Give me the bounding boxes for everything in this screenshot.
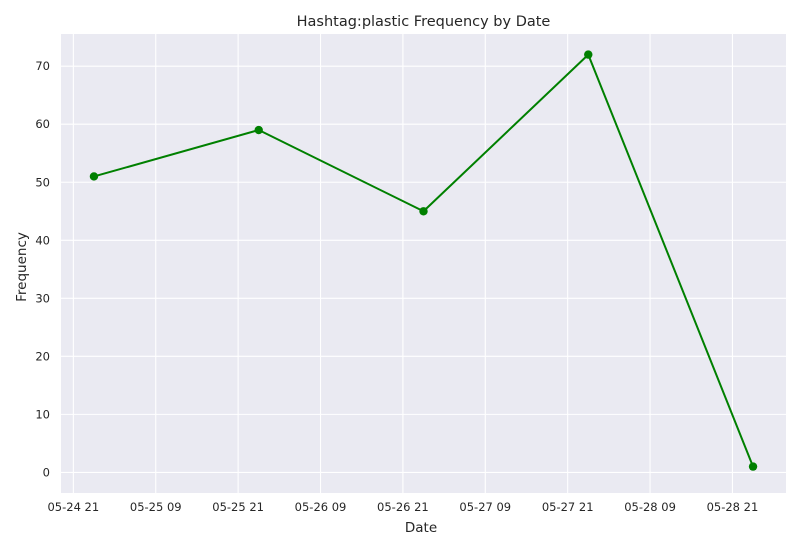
y-tick-label: 60	[35, 117, 50, 131]
x-tick-label: 05-27 21	[542, 500, 594, 514]
y-axis-label: Frequency	[14, 232, 30, 302]
y-tick-label: 0	[43, 465, 50, 479]
series-layer	[89, 50, 758, 471]
data-point	[254, 125, 263, 135]
data-point	[419, 207, 428, 216]
x-axis-label: Date	[405, 520, 437, 536]
y-tick-label: 40	[35, 233, 50, 247]
y-tick-label: 70	[35, 59, 50, 73]
x-tick-label: 05-24 21	[47, 500, 99, 514]
grid	[61, 34, 786, 493]
data-point	[89, 172, 99, 181]
tick-labels: 05-24 21 05-25 09 05-25 21 05-26 09 05-26 21…	[35, 59, 758, 514]
plot-area	[61, 34, 786, 493]
x-tick-label: 05-26 21	[377, 500, 429, 514]
y-tick-label: 10	[35, 407, 50, 421]
x-tick-label: 05-26 09	[295, 500, 347, 514]
x-tick-label: 05-27 09	[459, 500, 511, 514]
y-tick-label: 30	[35, 291, 50, 305]
data-point	[584, 50, 593, 59]
x-tick-label: 05-28 09	[624, 500, 676, 514]
x-tick-label: 05-25 21	[212, 500, 264, 514]
x-tick-label: 05-25 09	[130, 500, 182, 514]
y-tick-label: 20	[35, 349, 50, 363]
data-point	[748, 462, 758, 471]
x-tick-label: 05-28 21	[707, 500, 759, 514]
chart-title: Hashtag:plastic Frequency by Date	[297, 14, 551, 30]
y-tick-label: 50	[35, 175, 50, 189]
